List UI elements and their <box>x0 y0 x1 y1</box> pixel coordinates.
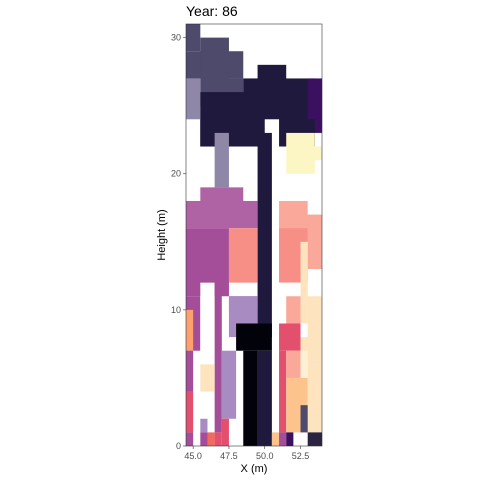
y-axis: 0 10 20 30 <box>171 33 186 451</box>
heatmap-cell-59 <box>307 432 322 446</box>
heatmap-cell-44 <box>279 350 287 433</box>
heatmap-cell-45 <box>286 350 301 378</box>
x-tick-label: 47.5 <box>220 451 238 461</box>
heatmap-cell-49 <box>300 405 308 433</box>
heatmap-cell-17 <box>307 146 322 161</box>
heatmap-cell-25 <box>307 228 322 270</box>
heatmap-cell-11 <box>200 119 215 147</box>
x-tick-label: 50.0 <box>256 451 274 461</box>
heatmap-cell-3 <box>200 51 244 79</box>
heatmap-cell-14 <box>214 132 229 188</box>
heatmap-cell-23 <box>228 228 258 283</box>
heatmap-cell-48 <box>307 364 322 433</box>
heatmap-cell-39 <box>186 350 194 392</box>
y-tick-label: 10 <box>171 305 181 315</box>
heatmap-cell-15 <box>257 132 272 338</box>
heatmap-cell-35 <box>307 296 322 338</box>
heatmap-cell-34 <box>286 296 301 324</box>
heatmap-cell-0 <box>186 24 201 52</box>
x-axis: 45.0 47.5 50.0 52.5 <box>184 446 309 461</box>
y-tick-label: 20 <box>171 169 181 179</box>
heatmap-cell-42 <box>243 350 258 446</box>
y-axis-label: Height (m) <box>156 209 168 260</box>
heatmap-cell-9 <box>243 78 315 106</box>
heatmap-cell-40 <box>200 364 215 392</box>
heatmap-cell-58 <box>286 432 294 446</box>
y-tick-label: 30 <box>171 33 181 43</box>
heatmap-cell-54 <box>207 432 215 446</box>
heatmap-cell-7 <box>186 78 201 120</box>
heatmap-cell-52 <box>186 432 194 446</box>
heatmap-cell-19 <box>186 200 258 229</box>
heatmap-cell-36 <box>236 323 272 351</box>
heatmap-cell-26 <box>300 241 308 324</box>
heatmap-cell-53 <box>200 432 208 446</box>
heatmap-cell-60 <box>200 418 208 433</box>
heatmap-cell-41 <box>221 350 237 419</box>
heatmap-cell-37 <box>279 323 301 351</box>
heatmap-cell-51 <box>221 418 229 446</box>
y-tick-label: 0 <box>176 441 181 451</box>
plot-border <box>185 23 323 447</box>
x-axis-label: X (m) <box>241 463 268 475</box>
heatmap-cell-43 <box>257 350 272 446</box>
heatmap-cell-55 <box>214 432 222 446</box>
chart-title: Year: 86 <box>186 3 238 19</box>
heatmap-cell-57 <box>279 432 287 446</box>
x-tick-label: 52.5 <box>292 451 310 461</box>
heatmap-cell-30 <box>200 282 215 351</box>
heatmap-cell-50 <box>186 391 194 433</box>
heatmap-cell-31 <box>214 282 222 433</box>
heatmap-cell-56 <box>271 432 280 446</box>
heatmap-cell-32 <box>186 309 194 351</box>
x-tick-label: 45.0 <box>184 451 202 461</box>
heatmap-cell-46 <box>300 350 308 378</box>
heatmap-cells <box>186 24 322 446</box>
